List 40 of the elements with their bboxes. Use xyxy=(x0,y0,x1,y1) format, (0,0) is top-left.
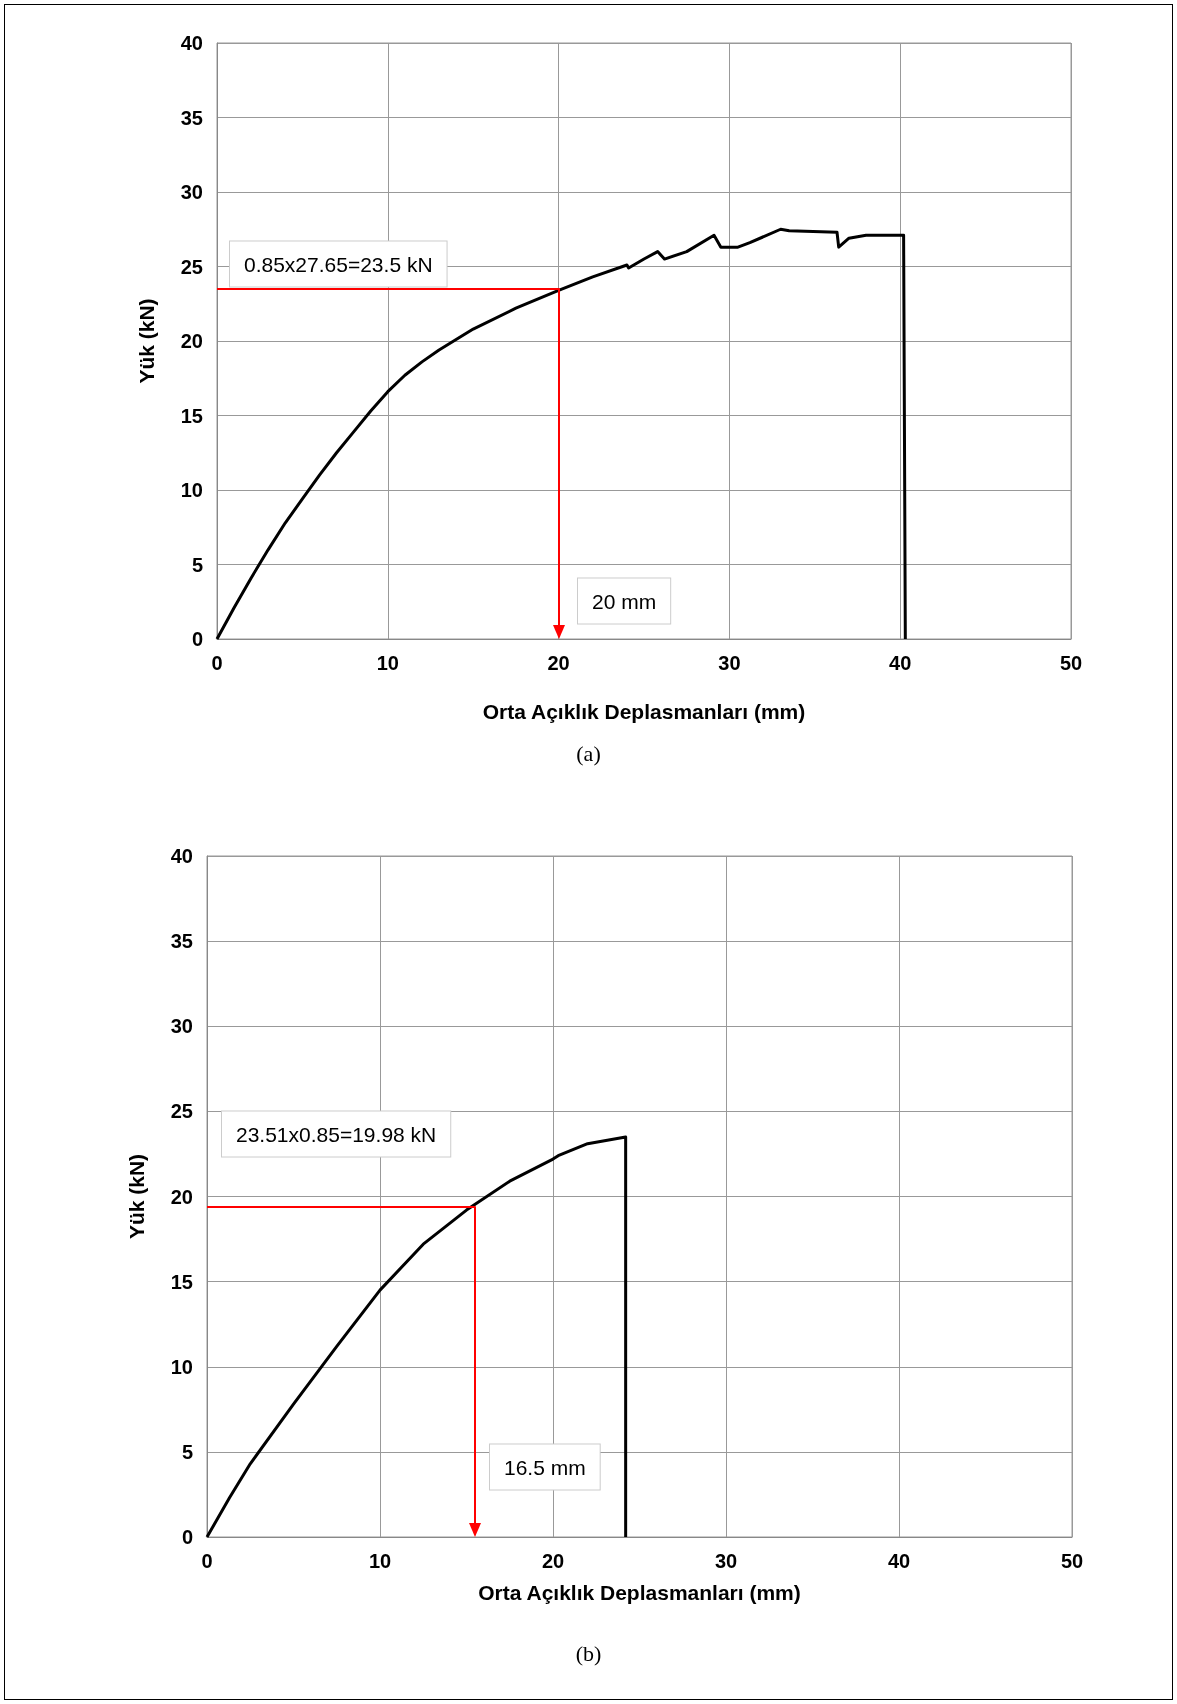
x-tick-label: 30 xyxy=(718,652,741,674)
y-tick-label: 0 xyxy=(181,1526,193,1548)
x-tick-label: 50 xyxy=(1059,652,1083,674)
x-tick-label: 50 xyxy=(1060,1550,1084,1572)
text: (a) xyxy=(576,740,601,766)
y-tick-label: 5 xyxy=(191,553,203,576)
annotation: 16.5 mm xyxy=(504,1455,586,1479)
y-tick-label: 25 xyxy=(170,1100,193,1123)
x-tick-label: 20 xyxy=(541,1550,565,1572)
y-tick-label: 10 xyxy=(180,479,203,501)
y-tick-label: 15 xyxy=(170,1270,193,1293)
x-tick-label: 30 xyxy=(714,1550,738,1572)
x-axis-title: Orta Açıklık Deplasmanları (mm) xyxy=(478,1581,801,1604)
x-tick-label: 0 xyxy=(211,652,223,674)
y-tick-label: 35 xyxy=(180,106,203,129)
y-axis-title: Yük (kN) xyxy=(135,298,158,384)
x-tick-label: 20 xyxy=(547,652,570,674)
y-tick-label: 20 xyxy=(180,330,203,352)
y-tick-label: 40 xyxy=(180,32,203,54)
x-tick-label: 10 xyxy=(368,1550,392,1572)
x-tick-label: 10 xyxy=(376,652,399,674)
text: (b) xyxy=(575,1640,602,1666)
y-tick-label: 5 xyxy=(181,1440,193,1463)
x-tick-label: 40 xyxy=(887,1550,911,1572)
annotation: 20 mm xyxy=(592,589,657,613)
x-axis-title: Orta Açıklık Deplasmanları (mm) xyxy=(482,700,806,723)
y-axis-title: Yük (kN) xyxy=(125,1153,148,1240)
line-series xyxy=(215,227,907,641)
y-tick-label: 10 xyxy=(170,1355,193,1378)
y-tick-label: 15 xyxy=(180,404,203,427)
y-tick-label: 0 xyxy=(191,628,203,650)
y-tick-label: 25 xyxy=(180,255,203,278)
x-tick-label: 40 xyxy=(889,652,912,674)
y-tick-label: 30 xyxy=(180,181,203,203)
y-tick-label: 35 xyxy=(170,930,193,953)
y-tick-label: 40 xyxy=(170,845,193,867)
y-tick-label: 20 xyxy=(170,1185,193,1208)
y-tick-label: 30 xyxy=(170,1015,193,1038)
annotation: 23.51x0.85=19.98 kN xyxy=(236,1122,437,1146)
annotation: 0.85x27.65=23.5 kN xyxy=(244,252,433,276)
